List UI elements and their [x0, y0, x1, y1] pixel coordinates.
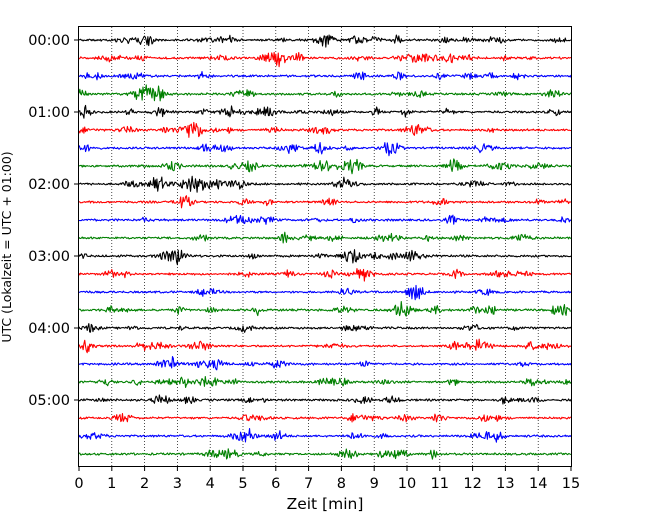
x-tick-label: 9 [370, 476, 379, 492]
y-tick-label: 00:00 [28, 33, 70, 49]
trace-line [78, 214, 572, 225]
y-tick-label: 03:00 [28, 249, 70, 265]
trace-line [78, 84, 572, 102]
trace-line [78, 34, 572, 48]
x-tick-label: 15 [562, 476, 580, 492]
trace-line [78, 375, 572, 389]
x-tick-label: 5 [238, 476, 247, 492]
y-axis-ticks: 00:00 01:00 02:00 03:00 04:00 05:00 [28, 33, 79, 409]
x-tick-label: 12 [463, 476, 481, 492]
x-tick-label: 6 [271, 476, 280, 492]
trace-line [78, 284, 572, 301]
x-tick-label: 10 [398, 476, 416, 492]
trace-line [78, 71, 572, 81]
x-tick-label: 7 [304, 476, 313, 492]
x-tick-label: 3 [173, 476, 182, 492]
trace-line [78, 301, 572, 317]
x-tick-label: 2 [140, 476, 149, 492]
y-axis-label: UTC (Lokalzeit = UTC + 01:00) [0, 151, 14, 342]
trace-line [78, 448, 572, 460]
y-tick-label: 04:00 [28, 321, 70, 337]
trace-line [78, 121, 572, 138]
y-tick-label: 02:00 [28, 177, 70, 193]
trace-line [78, 51, 572, 68]
x-tick-label: 4 [206, 476, 215, 492]
trace-line [78, 158, 572, 175]
trace-line [78, 338, 572, 354]
trace-line [78, 413, 572, 423]
x-tick-label: 8 [337, 476, 346, 492]
x-axis-ticks: 0 1 2 3 4 5 6 7 8 9 10 11 12 13 14 15 [74, 466, 580, 492]
x-tick-label: 14 [529, 476, 547, 492]
trace-line [78, 104, 572, 119]
y-tick-label: 01:00 [28, 105, 70, 121]
trace-line [78, 268, 572, 282]
x-tick-label: 0 [74, 476, 83, 492]
trace-line [78, 175, 572, 193]
trace-line [78, 249, 572, 266]
trace-line [78, 323, 572, 333]
trace-line [78, 141, 572, 157]
plot-frame [78, 26, 572, 467]
x-tick-label: 13 [496, 476, 514, 492]
trace-line [78, 427, 572, 443]
trace-line [78, 195, 572, 209]
y-tick-label: 05:00 [28, 393, 70, 409]
x-axis-label: Zeit [min] [287, 495, 364, 513]
trace-line [78, 394, 572, 405]
x-tick-label: 11 [431, 476, 449, 492]
x-tick-label: 1 [107, 476, 116, 492]
trace-line [78, 231, 572, 244]
trace-lines [78, 34, 572, 460]
vertical-grid [111, 27, 539, 466]
trace-line [78, 356, 572, 371]
